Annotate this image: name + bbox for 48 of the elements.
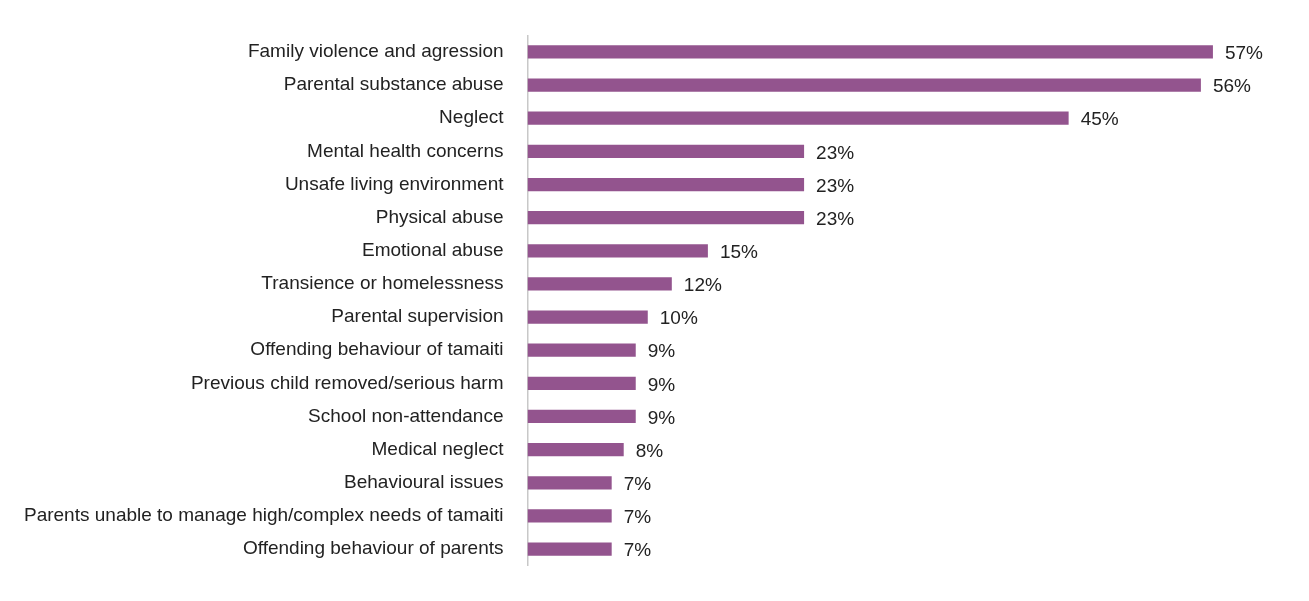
data-label: 45% xyxy=(1080,108,1119,130)
y-tick-label: School non-attendance xyxy=(308,404,504,426)
data-label: 9% xyxy=(647,340,676,362)
y-tick-label: Family violence and agression xyxy=(247,40,504,62)
data-label: 7% xyxy=(623,472,652,494)
bar xyxy=(527,78,1201,92)
y-tick-label: Parental substance abuse xyxy=(283,73,504,95)
data-label: 23% xyxy=(816,141,855,163)
data-label: 7% xyxy=(623,506,652,528)
y-tick-label: Offending behaviour of parents xyxy=(242,537,504,559)
data-label: 15% xyxy=(719,241,759,263)
bar xyxy=(527,177,805,192)
data-label: 8% xyxy=(635,439,664,461)
y-tick-label: Unsafe living environment xyxy=(284,172,505,194)
y-tick-label: Emotional abuse xyxy=(361,239,504,261)
bar xyxy=(527,442,624,457)
bar xyxy=(527,476,612,490)
bar xyxy=(527,509,612,523)
y-tick-label: Previous child removed/serious harm xyxy=(190,371,504,393)
y-tick-label: Parental supervision xyxy=(331,305,504,327)
data-label: 23% xyxy=(816,207,855,229)
data-label: 9% xyxy=(647,406,676,428)
bar xyxy=(527,409,636,424)
bar xyxy=(527,144,805,159)
y-tick-label: Medical neglect xyxy=(371,437,505,459)
bar xyxy=(527,244,708,258)
bar xyxy=(527,310,648,324)
data-label: 10% xyxy=(659,307,698,329)
data-label: 56% xyxy=(1212,75,1252,97)
data-label: 7% xyxy=(623,539,652,561)
y-tick-label: Parents unable to manage high/complex needs of tamaiti xyxy=(23,504,504,526)
bar xyxy=(527,343,636,357)
data-label: 9% xyxy=(647,373,676,395)
y-tick-label: Neglect xyxy=(439,106,505,128)
y-tick-label: Behavioural issues xyxy=(344,470,504,492)
bar xyxy=(527,542,612,556)
y-tick-label: Transience or homelessness xyxy=(261,272,504,294)
data-label: 23% xyxy=(816,174,855,196)
data-label: 57% xyxy=(1224,42,1264,64)
bar xyxy=(527,111,1069,125)
bar xyxy=(527,376,636,390)
y-tick-label: Mental health concerns xyxy=(307,139,504,161)
bar xyxy=(527,211,805,225)
bar xyxy=(527,45,1213,59)
bar xyxy=(527,277,672,291)
y-tick-label: Offending behaviour of tamaiti xyxy=(250,338,504,360)
data-label: 12% xyxy=(683,274,722,296)
y-tick-label: Physical abuse xyxy=(375,205,504,227)
